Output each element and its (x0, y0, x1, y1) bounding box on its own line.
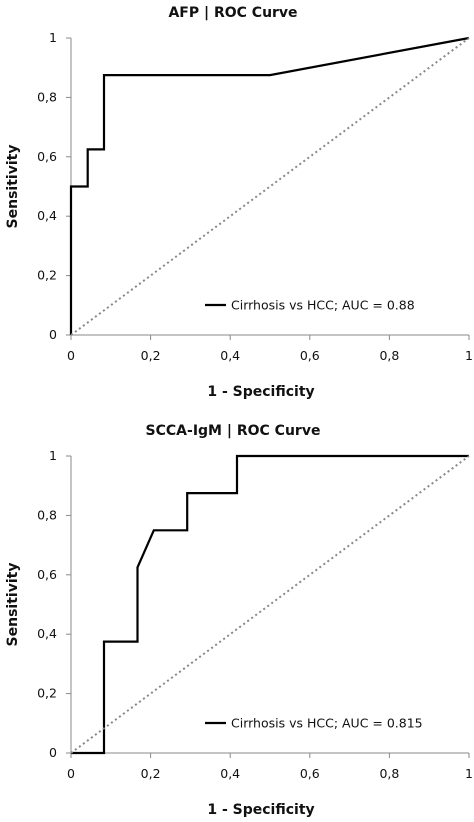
y-tick-label: 1 (49, 30, 57, 45)
scca-igm-roc-chart: SCCA-IgM | ROC Curve 0 0,2 0,4 0,6 0,8 1 0 0,2 0,… (5, 423, 473, 818)
afp-roc-chart: AFP | ROC Curve 0 0,2 0,4 0,6 0,8 1 0 0,2 0,4 0,6 0… (5, 5, 473, 400)
roc-curve-line (71, 454, 469, 755)
legend-label: Cirrhosis vs HCC; AUC = 0.88 (231, 298, 415, 313)
y-tick-label: 1 (49, 448, 57, 463)
y-tick-label: 0 (49, 745, 57, 760)
x-tick-label: 1 (465, 348, 473, 363)
y-tick-label: 0,8 (37, 89, 57, 104)
x-tick-label: 0,4 (220, 348, 240, 363)
y-axis-label: Sensitivity (5, 145, 21, 229)
diagonal-reference-line (70, 37, 470, 336)
y-tick-label: 0,6 (37, 149, 57, 164)
y-tick-label: 0,4 (37, 208, 57, 223)
y-tick-label: 0,8 (37, 507, 57, 522)
y-tick-label: 0,2 (37, 268, 57, 283)
chart-title: AFP | ROC Curve (168, 5, 297, 21)
x-tick-label: 0,4 (220, 766, 240, 781)
x-tick-label: 0,8 (379, 348, 399, 363)
x-tick-label: 1 (465, 766, 473, 781)
x-tick-label: 0,8 (379, 766, 399, 781)
x-tick-label: 0,6 (300, 766, 320, 781)
x-tick-label: 0,6 (300, 348, 320, 363)
y-tick-label: 0,4 (37, 626, 57, 641)
y-tick-label: 0,6 (37, 567, 57, 582)
y-axis-label: Sensitivity (5, 563, 21, 647)
chart-title: SCCA-IgM | ROC Curve (146, 423, 321, 439)
x-tick-label: 0 (67, 348, 75, 363)
diagonal-reference-line (70, 455, 470, 754)
y-tick-label: 0,2 (37, 686, 57, 701)
x-axis-label: 1 - Specificity (207, 802, 314, 818)
y-tick-label: 0 (49, 327, 57, 342)
x-tick-label: 0,2 (141, 766, 161, 781)
legend-label: Cirrhosis vs HCC; AUC = 0.815 (231, 716, 423, 731)
x-tick-label: 0 (67, 766, 75, 781)
x-axis-label: 1 - Specificity (207, 384, 314, 400)
roc-curve-line (69, 36, 470, 335)
x-tick-label: 0,2 (141, 348, 161, 363)
